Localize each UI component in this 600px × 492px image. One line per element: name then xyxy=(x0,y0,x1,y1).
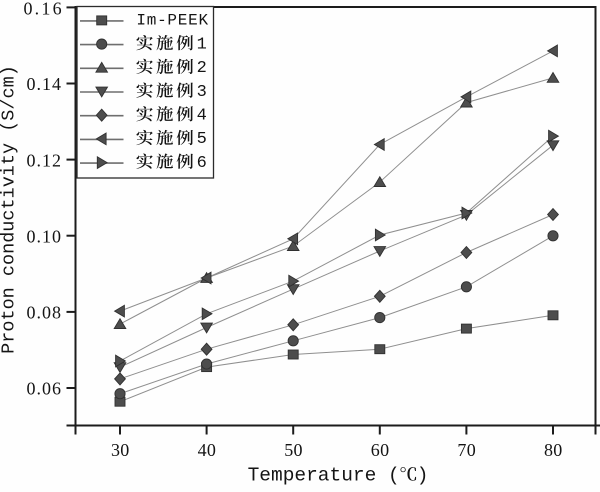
svg-text:0.10: 0.10 xyxy=(27,226,63,246)
svg-text:80: 80 xyxy=(544,440,563,460)
svg-text:1: 1 xyxy=(197,35,207,54)
svg-text:Im-PEEK: Im-PEEK xyxy=(136,12,208,30)
svg-text:6: 6 xyxy=(197,154,207,173)
svg-text:4: 4 xyxy=(197,107,207,126)
svg-text:5: 5 xyxy=(197,130,207,149)
svg-text:0.06: 0.06 xyxy=(27,379,63,399)
svg-text:30: 30 xyxy=(111,440,130,460)
svg-text:Temperature (: Temperature ( xyxy=(248,465,400,487)
svg-text:0.16: 0.16 xyxy=(23,0,63,18)
svg-text:0.08: 0.08 xyxy=(27,303,63,323)
svg-text:70: 70 xyxy=(457,440,476,460)
svg-text:0.12: 0.12 xyxy=(27,150,63,170)
svg-text:Proton conductivity (S/cm): Proton conductivity (S/cm) xyxy=(0,65,20,354)
svg-text:): ) xyxy=(417,465,429,487)
svg-text:50: 50 xyxy=(284,440,303,460)
svg-text:2: 2 xyxy=(197,59,207,78)
svg-text:0.14: 0.14 xyxy=(27,74,63,94)
svg-text:60: 60 xyxy=(371,440,390,460)
svg-text:3: 3 xyxy=(197,83,207,102)
svg-text:40: 40 xyxy=(198,440,217,460)
